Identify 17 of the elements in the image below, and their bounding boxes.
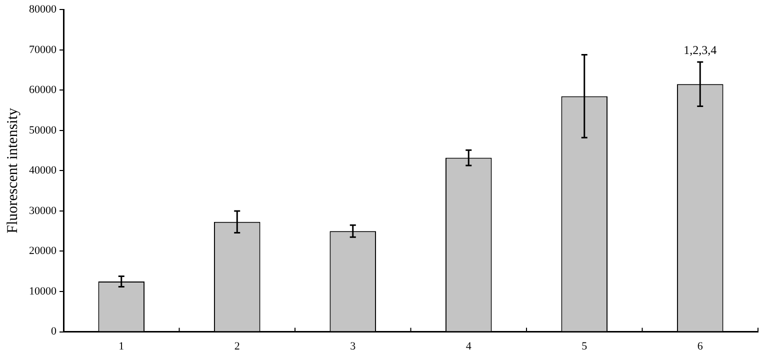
x-tick-label: 4 xyxy=(466,340,472,352)
x-tick-label: 1 xyxy=(118,340,124,352)
y-tick-label: 50000 xyxy=(29,124,57,136)
y-tick-label: 30000 xyxy=(29,204,57,217)
y-tick-label: 10000 xyxy=(29,285,57,298)
x-tick-label: 5 xyxy=(582,340,588,352)
y-tick-label: 0 xyxy=(51,326,57,338)
y-tick-label: 40000 xyxy=(29,164,57,177)
annotation: 1,2,3,4 xyxy=(684,43,717,58)
x-tick-label: 2 xyxy=(234,340,240,352)
x-tick-label: 6 xyxy=(697,340,704,352)
y-tick-label: 70000 xyxy=(29,44,57,56)
y-axis-title: Fluorescent intensity xyxy=(4,108,21,234)
y-tick-label: 20000 xyxy=(29,245,57,258)
y-tick-label: 60000 xyxy=(29,84,57,96)
y-tick-label: 80000 xyxy=(29,3,57,16)
x-tick-label: 3 xyxy=(350,340,356,352)
